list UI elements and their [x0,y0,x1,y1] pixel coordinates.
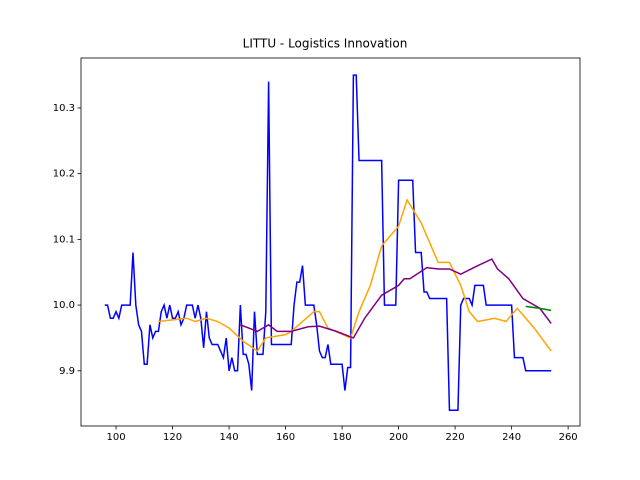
x-tick-label: 160 [276,432,295,443]
x-tick-label: 140 [220,432,239,443]
x-tick-label: 100 [106,432,125,443]
y-tick-label: 10.2 [53,169,75,180]
line-series [158,198,552,353]
y-tick-label: 10.0 [53,300,75,311]
x-tick-label: 180 [333,432,352,443]
x-tick-label: 260 [559,432,578,443]
y-tick-label: 10.1 [53,234,75,245]
x-tick-label: 200 [389,432,408,443]
x-tick-label: 240 [502,432,521,443]
chart-title: LITTU - Logistics Innovation [243,37,408,51]
plot-frame [80,57,581,427]
y-tick-label: 10.3 [53,103,75,114]
x-tick-label: 220 [446,432,465,443]
line-series [240,258,552,339]
line-series [104,74,552,411]
x-tick-label: 120 [163,432,182,443]
line-series [525,305,552,312]
y-tick-label: 9.9 [59,366,75,377]
